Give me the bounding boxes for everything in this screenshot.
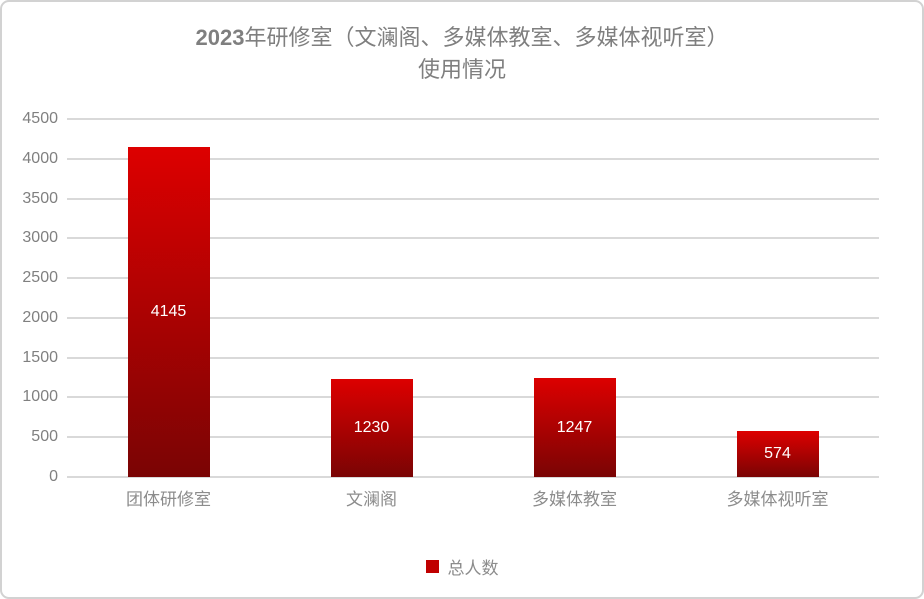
plot-area: 4145 1230 1247 574	[67, 118, 879, 478]
bar-slot: 4145	[67, 119, 270, 477]
gridline	[67, 356, 879, 359]
bar-value-label: 1247	[556, 418, 593, 436]
bar-series: 4145 1230 1247 574	[67, 119, 879, 477]
bar-多媒体视听室: 574	[736, 431, 819, 477]
legend-label: 总人数	[447, 559, 499, 578]
legend-marker-icon	[425, 560, 439, 573]
y-tick-label: 4500	[22, 110, 58, 127]
x-tick-label: 团体研修室	[126, 490, 211, 509]
gridline	[67, 476, 879, 478]
y-tick-label: 1500	[22, 348, 58, 366]
y-tick-label: 0	[49, 468, 58, 485]
y-tick-label: 3000	[22, 229, 58, 247]
gridline	[67, 197, 879, 200]
y-tick-label: 1000	[22, 388, 58, 406]
chart-title-text: 年研修室（文澜阁、多媒体教室、多媒体视听室）	[244, 25, 729, 50]
legend: 总人数	[2, 554, 922, 579]
gridline	[67, 277, 879, 280]
x-tick-label: 多媒体视听室	[726, 490, 829, 509]
gridline	[67, 237, 879, 240]
bar-文澜阁: 1230	[330, 379, 413, 477]
bar-value-label: 1230	[353, 419, 390, 436]
gridline	[67, 436, 879, 439]
y-tick-label: 500	[31, 428, 58, 446]
y-tick-label: 4000	[22, 149, 58, 167]
bar-slot: 1230	[270, 119, 473, 477]
bar-value-label: 4145	[150, 303, 187, 320]
bar-slot: 574	[676, 119, 879, 477]
chart-title-line2: 使用情况	[417, 56, 506, 82]
x-tick-label: 文澜阁	[346, 490, 397, 509]
bar-slot: 1247	[473, 119, 676, 477]
bar-value-label: 574	[764, 445, 791, 462]
y-tick-label: 2000	[22, 308, 58, 326]
chart-title-line1: 2023年研修室（文澜阁、多媒体教室、多媒体视听室）	[2, 22, 922, 54]
bar-团体研修室: 4145	[127, 147, 210, 477]
chart-title-year: 2023	[195, 25, 245, 50]
gridline	[67, 118, 879, 120]
x-axis: 团体研修室 文澜阁 多媒体教室 多媒体视听室	[67, 485, 879, 510]
chart-title: 2023年研修室（文澜阁、多媒体教室、多媒体视听室） 使用情况	[2, 22, 922, 86]
bar-多媒体教室: 1247	[533, 378, 616, 477]
y-tick-label: 2500	[22, 269, 58, 287]
gridline	[67, 157, 879, 160]
gridline	[67, 316, 879, 319]
y-tick-label: 3500	[22, 189, 58, 207]
x-tick-label: 多媒体教室	[532, 490, 617, 509]
y-axis: 0 500 1000 1500 2000 2500 3000 3500 4000 4500	[2, 110, 58, 485]
gridline	[67, 396, 879, 399]
